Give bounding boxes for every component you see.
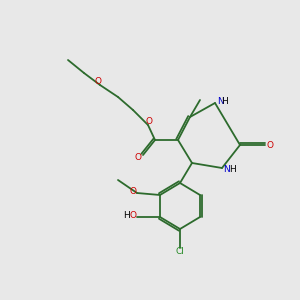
- Text: O: O: [146, 118, 152, 127]
- Text: O: O: [266, 140, 274, 149]
- Text: H: H: [123, 212, 129, 220]
- Text: Cl: Cl: [176, 248, 184, 256]
- Text: H: H: [230, 164, 236, 173]
- Text: O: O: [134, 152, 142, 161]
- Text: N: N: [224, 164, 230, 173]
- Text: H: H: [222, 98, 228, 106]
- Text: O: O: [130, 212, 136, 220]
- Text: O: O: [130, 188, 136, 196]
- Text: N: N: [217, 98, 224, 106]
- Text: O: O: [94, 77, 101, 86]
